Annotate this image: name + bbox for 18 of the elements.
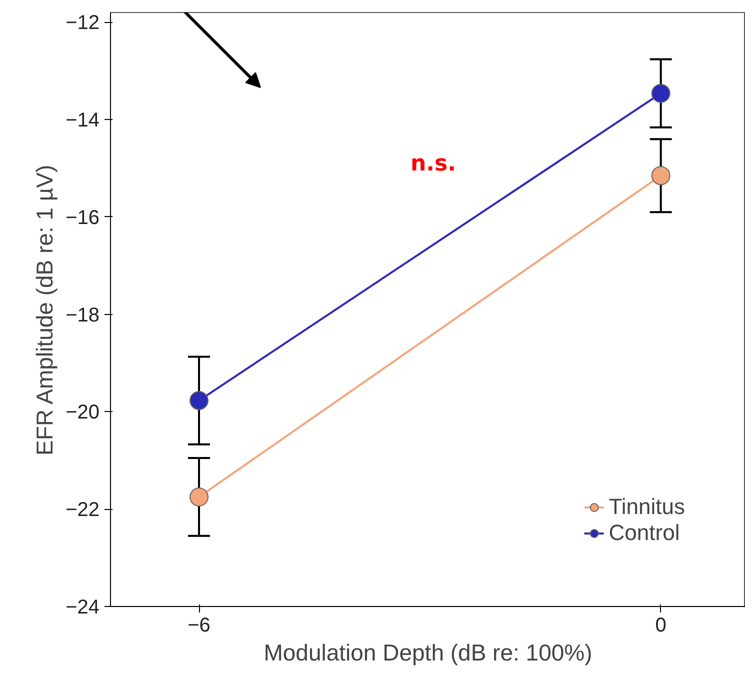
point [651, 84, 670, 103]
point [190, 487, 209, 506]
legend-label: Tinnitus [608, 494, 685, 520]
y-tick-label: −20 [66, 402, 100, 424]
y-tick-label: −14 [66, 110, 100, 132]
annotation: n.s. [410, 152, 456, 176]
y-tick-label: −18 [66, 304, 100, 326]
x-tick-label: 0 [655, 614, 666, 636]
y-tick-label: −22 [66, 499, 100, 522]
x-tick-label: −6 [188, 614, 210, 636]
y-axis-title: EFR Amplitude (dB re: 1 µV) [32, 164, 58, 456]
point [651, 166, 670, 186]
point [190, 391, 209, 410]
x-axis-title: Modulation Depth (dB re: 100%) [264, 640, 592, 666]
y-tick-label: −16 [66, 206, 100, 229]
y-tick-label: −24 [66, 596, 100, 618]
y-tick-label: −12 [66, 12, 100, 34]
legend-label: Control [608, 520, 680, 546]
